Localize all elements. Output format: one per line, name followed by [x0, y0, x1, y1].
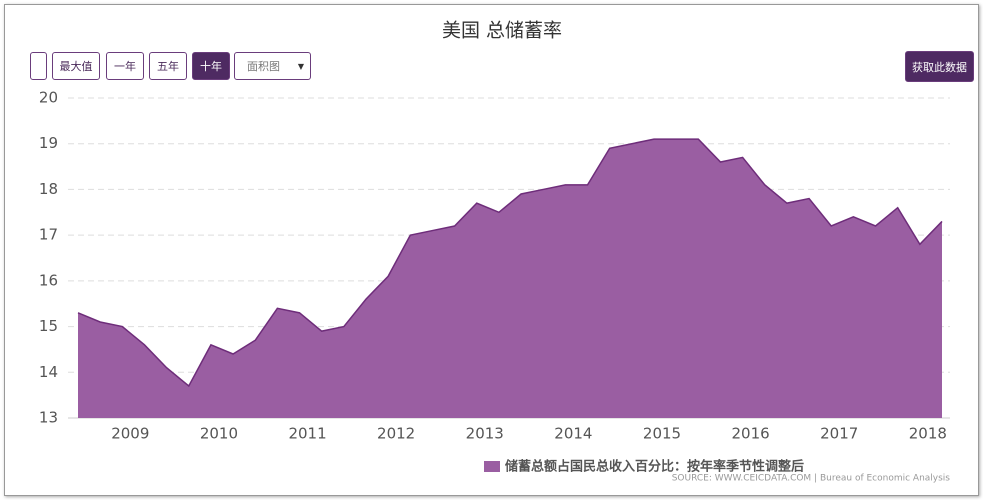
dropdown-label: 面积图	[247, 60, 280, 73]
x-tick-label: 2012	[377, 425, 415, 443]
y-tick-label: 13	[39, 409, 58, 427]
chart-title: 美国 总储蓄率	[442, 20, 562, 42]
area-fill	[78, 139, 942, 418]
source: SOURCE: WWW.CEICDATA.COM | Bureau of Eco…	[672, 474, 951, 484]
y-tick-label: 17	[39, 226, 58, 244]
y-tick-label: 15	[39, 317, 58, 335]
button[interactable]: 五年	[149, 52, 187, 80]
y-tick-label: 14	[39, 363, 58, 381]
button[interactable]	[30, 52, 47, 80]
y-tick-label: 16	[39, 271, 58, 289]
legend-swatch	[484, 461, 500, 472]
dropdown[interactable]: 面积图 ▼	[234, 52, 311, 80]
y-tick-label: 19	[39, 134, 58, 152]
dropdown-arrow: ▼	[297, 62, 304, 71]
y-tick-label: 18	[39, 180, 58, 198]
frame	[4, 4, 979, 496]
x-tick-label: 2011	[288, 425, 326, 443]
x-tick-label: 2013	[466, 425, 504, 443]
x-tick-label: 2015	[643, 425, 681, 443]
x-tick-label: 2010	[200, 425, 238, 443]
download-button[interactable]: 获取此数据	[905, 51, 974, 82]
x-tick-label: 2014	[554, 425, 592, 443]
button[interactable]: 十年	[192, 52, 230, 80]
button[interactable]: 一年	[106, 52, 144, 80]
x-tick-label: 2016	[732, 425, 770, 443]
y-tick-label: 20	[39, 89, 58, 107]
area-line	[77, 138, 943, 388]
x-tick-label: 2018	[909, 425, 947, 443]
x-tick-label: 2017	[820, 425, 858, 443]
legend-label: 储蓄总额占国民总收入百分比：按年率季节性调整后	[504, 459, 804, 475]
x-tick-label: 2009	[111, 425, 149, 443]
button[interactable]: 最大值	[52, 52, 100, 80]
